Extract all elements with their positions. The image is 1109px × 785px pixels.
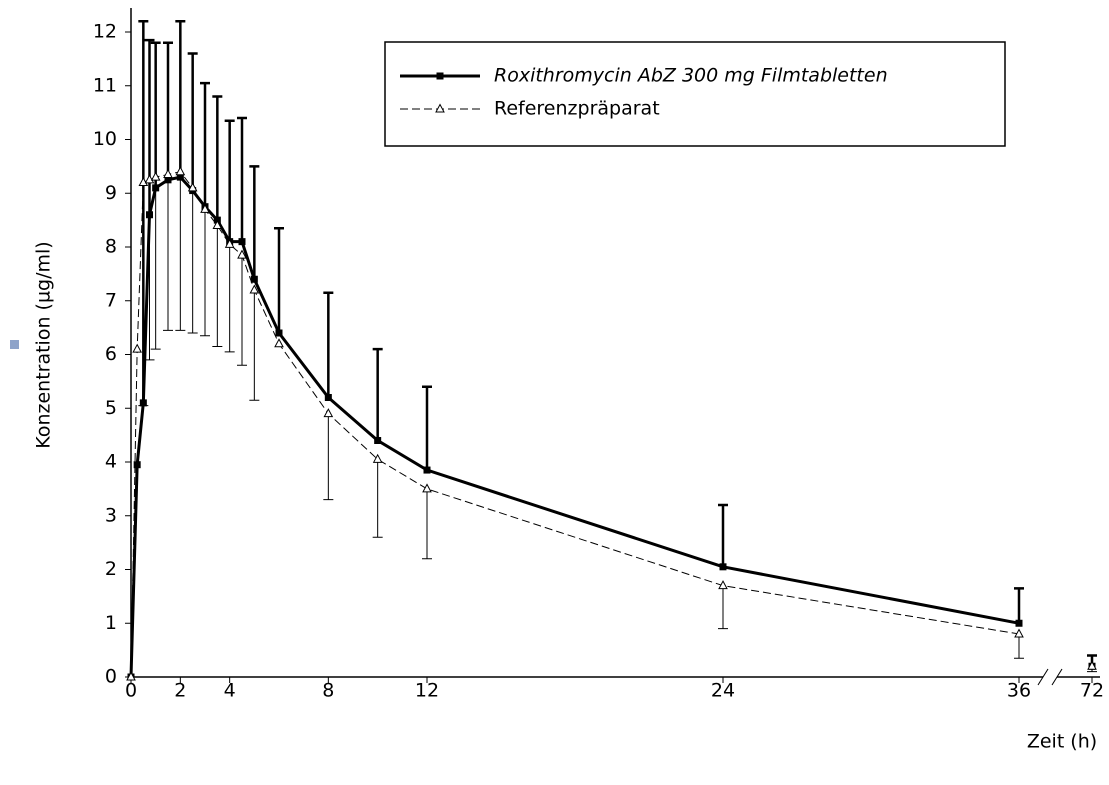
y-tick-label: 9: [105, 182, 117, 204]
legend-marker: [436, 72, 444, 80]
x-tick-label: 0: [125, 680, 137, 702]
marker: [423, 466, 431, 474]
error-bar: [175, 20, 186, 178]
marker: [372, 453, 383, 463]
x-tick-label: 8: [322, 680, 334, 702]
y-tick-label: 12: [93, 21, 117, 43]
y-tick-label: 4: [105, 451, 117, 473]
error-bar: [150, 177, 161, 350]
marker: [200, 203, 210, 213]
error-bar: [249, 165, 260, 280]
y-axis-label: Konzentration (µg/ml): [33, 241, 55, 448]
marker: [132, 343, 143, 353]
error-bar: [718, 585, 728, 630]
error-bar: [422, 385, 432, 471]
marker: [422, 483, 432, 493]
y-tick-label: 2: [105, 558, 117, 580]
y-tick-label: 7: [105, 289, 117, 311]
marker: [374, 437, 382, 444]
marker: [187, 182, 198, 192]
y-tick-label: 3: [105, 504, 117, 526]
x-tick-label: 72: [1080, 680, 1104, 702]
axis-break: [1051, 668, 1063, 686]
legend-marker: [435, 103, 445, 113]
marker: [1087, 660, 1097, 670]
y-tick-label: 5: [105, 397, 117, 419]
legend-label: Referenzpräparat: [494, 98, 660, 120]
error-bar: [163, 41, 173, 180]
marker: [718, 580, 728, 590]
marker: [250, 275, 258, 283]
error-bar: [372, 459, 383, 538]
x-tick-label: 36: [1007, 680, 1031, 702]
series-line: [130, 171, 1020, 678]
axis-break: [1037, 668, 1049, 686]
error-bar: [212, 95, 223, 221]
y-tick-label: 6: [105, 343, 117, 365]
error-bar: [422, 488, 432, 560]
y-tick-label: 1: [105, 612, 117, 634]
error-bar: [187, 187, 198, 334]
marker: [138, 176, 149, 186]
marker: [324, 394, 332, 401]
y-tick-label: 11: [93, 74, 117, 96]
error-bar: [144, 179, 155, 361]
x-tick-label: 2: [174, 680, 186, 702]
legend-box: [384, 41, 1006, 147]
error-bar: [249, 290, 260, 401]
error-bar: [323, 413, 334, 501]
error-bar: [237, 255, 247, 366]
marker: [144, 174, 155, 184]
marker: [212, 219, 223, 229]
series-line: [129, 175, 1020, 678]
marker: [237, 249, 247, 259]
marker: [163, 168, 173, 178]
error-bar: [212, 225, 223, 347]
marker: [133, 461, 141, 469]
error-bar: [163, 174, 173, 331]
error-bar: [1014, 634, 1024, 659]
marker: [275, 329, 283, 337]
error-bar: [237, 116, 247, 242]
marker: [249, 284, 260, 294]
x-axis-label: Zeit (h): [1027, 731, 1097, 753]
error-bar: [175, 171, 186, 331]
series: [126, 166, 1097, 681]
marker: [1014, 628, 1024, 638]
error-bar: [200, 209, 210, 337]
x-tick-label: 4: [224, 680, 236, 702]
error-bar: [224, 119, 235, 242]
error-bar: [323, 291, 334, 398]
legend: Roxithromycin AbZ 300 mg Filmtabletten Re…: [384, 41, 1006, 147]
error-bar: [224, 244, 235, 353]
marker: [1015, 619, 1023, 627]
error-bar: [200, 81, 210, 207]
y-tick-label: 10: [93, 128, 117, 150]
y-tick-label: 0: [105, 666, 117, 688]
error-bar: [372, 347, 383, 441]
marker: [126, 671, 136, 681]
error-bar: [138, 182, 149, 407]
error-bar: [150, 41, 161, 188]
error-bar: [1014, 587, 1024, 624]
marker: [323, 408, 334, 418]
error-bar: [187, 52, 198, 191]
x-tick-label: 24: [711, 680, 735, 702]
legend-label: Roxithromycin AbZ 300 mg Filmtabletten: [494, 65, 888, 87]
marker: [238, 238, 246, 246]
x-tick-label: 12: [415, 680, 439, 702]
marker: [719, 563, 727, 571]
y-tick-label: 8: [105, 236, 117, 258]
marker: [224, 238, 235, 248]
error-bar: [718, 503, 728, 567]
error-bar: [274, 226, 284, 333]
marker: [274, 338, 284, 348]
decor-square: [10, 340, 19, 349]
marker: [175, 166, 186, 176]
marker: [150, 171, 161, 181]
